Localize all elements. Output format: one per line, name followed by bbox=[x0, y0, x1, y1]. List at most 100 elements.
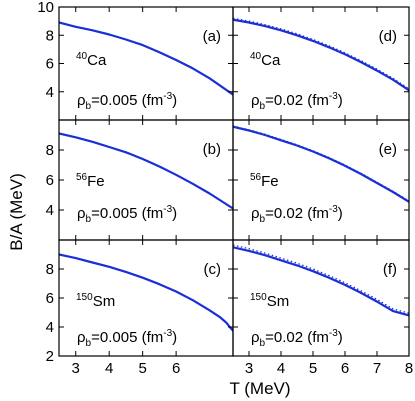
panel-f: 3 4 5 6 7 8 (f) 150Sm ρb=0.02 (fm-3) bbox=[232, 239, 413, 377]
panel-a: 4 6 8 10 (a) 40Ca ρb=0.005 (fm-3) bbox=[37, 0, 234, 121]
x-axis-title: T (MeV) bbox=[229, 379, 290, 398]
y-tick-label: 6 bbox=[46, 290, 54, 307]
nucleus-label: 150Sm bbox=[250, 292, 289, 310]
nucleus-mass: 56 bbox=[76, 172, 88, 183]
density-close: ) bbox=[172, 329, 177, 346]
panel-label: (d) bbox=[379, 28, 397, 45]
y-tick-label: 10 bbox=[37, 0, 54, 16]
series-line-solid bbox=[233, 246, 409, 317]
density-label: ρb=0.02 (fm-3) bbox=[251, 204, 343, 225]
nucleus-symbol: Fe bbox=[261, 173, 279, 190]
x-tick-label: 4 bbox=[277, 360, 285, 377]
x-tick-label: 7 bbox=[373, 360, 381, 377]
density-label: ρb=0.005 (fm-3) bbox=[77, 204, 177, 225]
panel-label: (a) bbox=[203, 28, 221, 45]
nucleus-label: 56Fe bbox=[250, 172, 279, 190]
nucleus-label: 150Sm bbox=[76, 292, 115, 310]
y-tick-label: 4 bbox=[46, 202, 54, 219]
panel-label: (c) bbox=[204, 261, 222, 278]
x-tick-label: 5 bbox=[138, 360, 146, 377]
nucleus-label: 40Ca bbox=[250, 51, 281, 69]
x-tick-label: 6 bbox=[341, 360, 349, 377]
x-tick-label: 6 bbox=[172, 360, 180, 377]
nucleus-label: 56Fe bbox=[76, 172, 105, 190]
density-close: ) bbox=[172, 92, 177, 109]
nucleus-mass: 150 bbox=[250, 292, 267, 303]
density-exponent: -3 bbox=[163, 91, 172, 102]
y-tick-label: 6 bbox=[46, 172, 54, 189]
series-line-solid bbox=[59, 132, 233, 210]
density-value: =0.005 (fm bbox=[91, 205, 163, 222]
density-label: ρb=0.02 (fm-3) bbox=[251, 91, 343, 112]
nucleus-mass: 150 bbox=[76, 292, 93, 303]
nucleus-symbol: Sm bbox=[93, 293, 116, 310]
x-tick-label: 5 bbox=[309, 360, 317, 377]
density-subscript: b bbox=[86, 101, 92, 112]
density-close: ) bbox=[338, 92, 343, 109]
y-tick-label: 8 bbox=[46, 261, 54, 278]
nucleus-symbol: Fe bbox=[87, 173, 105, 190]
series-line-solid bbox=[59, 253, 233, 332]
density-rho: ρ bbox=[77, 205, 86, 222]
density-subscript: b bbox=[260, 338, 266, 349]
series-line-solid bbox=[233, 125, 409, 203]
density-rho: ρ bbox=[77, 92, 86, 109]
x-tick-label: 4 bbox=[105, 360, 113, 377]
density-subscript: b bbox=[86, 214, 92, 225]
y-tick-label: 8 bbox=[46, 27, 54, 44]
density-rho: ρ bbox=[77, 329, 86, 346]
panel-c: 3 4 5 6 2 4 6 8 (c) 150Sm ρb=0.005 (fm-3) bbox=[46, 239, 234, 377]
density-value: =0.02 (fm bbox=[265, 92, 329, 109]
y-tick-label: 8 bbox=[46, 142, 54, 159]
y-tick-label: 4 bbox=[46, 84, 54, 101]
density-label: ρb=0.005 (fm-3) bbox=[77, 328, 177, 349]
x-tick-label: 3 bbox=[245, 360, 253, 377]
y-tick-label: 2 bbox=[46, 348, 54, 365]
series-line-solid bbox=[233, 18, 409, 92]
x-tick-label: 8 bbox=[405, 360, 413, 377]
nucleus-label: 40Ca bbox=[76, 51, 107, 69]
density-close: ) bbox=[338, 329, 343, 346]
density-close: ) bbox=[172, 205, 177, 222]
nucleus-symbol: Ca bbox=[87, 52, 107, 69]
density-value: =0.005 (fm bbox=[91, 92, 163, 109]
density-subscript: b bbox=[86, 338, 92, 349]
density-value: =0.005 (fm bbox=[91, 329, 163, 346]
density-rho: ρ bbox=[251, 92, 260, 109]
density-subscript: b bbox=[260, 214, 266, 225]
density-label: ρb=0.005 (fm-3) bbox=[77, 91, 177, 112]
series-line-dotted bbox=[233, 17, 409, 90]
panel-label: (f) bbox=[383, 261, 397, 278]
x-tick-label: 3 bbox=[72, 360, 80, 377]
density-value: =0.02 (fm bbox=[265, 205, 329, 222]
y-axis-title: B/A (MeV) bbox=[7, 173, 26, 250]
nucleus-mass: 40 bbox=[76, 51, 88, 62]
nucleus-mass: 56 bbox=[250, 172, 262, 183]
panel-label: (e) bbox=[379, 141, 397, 158]
series-line-dotted bbox=[233, 244, 409, 314]
density-exponent: -3 bbox=[329, 204, 338, 215]
y-tick-label: 6 bbox=[46, 56, 54, 73]
density-rho: ρ bbox=[251, 329, 260, 346]
series-line-dotted bbox=[233, 125, 409, 202]
density-value: =0.02 (fm bbox=[265, 329, 329, 346]
density-subscript: b bbox=[260, 101, 266, 112]
nucleus-symbol: Sm bbox=[267, 293, 290, 310]
series-line-solid bbox=[59, 21, 233, 96]
panel-label: (b) bbox=[203, 141, 221, 158]
y-tick-label: 4 bbox=[46, 319, 54, 336]
density-exponent: -3 bbox=[163, 328, 172, 339]
density-exponent: -3 bbox=[329, 91, 338, 102]
density-exponent: -3 bbox=[329, 328, 338, 339]
nucleus-symbol: Ca bbox=[261, 52, 281, 69]
density-rho: ρ bbox=[251, 205, 260, 222]
density-exponent: -3 bbox=[163, 204, 172, 215]
density-close: ) bbox=[338, 205, 343, 222]
panel-d: (d) 40Ca ρb=0.02 (fm-3) bbox=[232, 6, 410, 121]
nucleus-mass: 40 bbox=[250, 51, 262, 62]
density-label: ρb=0.02 (fm-3) bbox=[251, 328, 343, 349]
